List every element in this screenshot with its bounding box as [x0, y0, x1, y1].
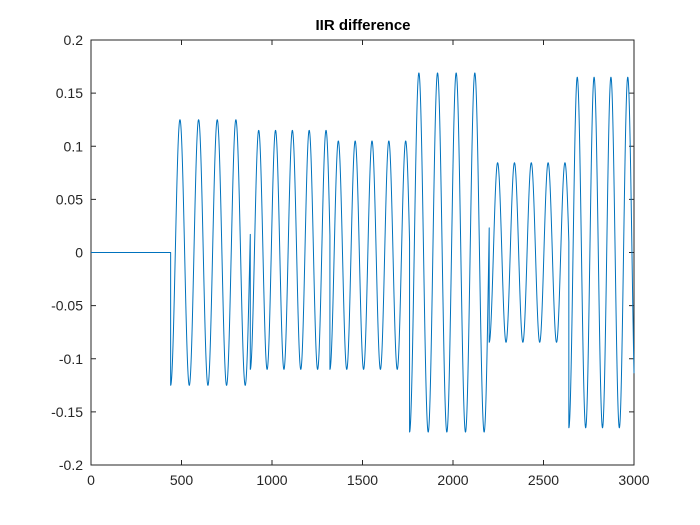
y-tick-label: -0.15 — [51, 404, 83, 420]
x-tick-label: 0 — [87, 472, 95, 488]
series-layer — [90, 72, 635, 433]
chart-title: IIR difference — [315, 17, 410, 34]
x-tick-label: 500 — [170, 472, 194, 488]
y-tick-label: -0.1 — [59, 351, 83, 367]
x-tick-label: 3000 — [618, 472, 649, 488]
y-tick-label: 0 — [75, 245, 83, 261]
x-tick-label: 1000 — [256, 472, 287, 488]
series-line — [90, 72, 635, 433]
y-tick-label: -0.2 — [59, 457, 83, 473]
y-axis-ticks: -0.2 -0.15 -0.1 -0.05 0 0.05 0.1 0.15 0.2 — [51, 32, 634, 473]
y-tick-label: 0.05 — [56, 191, 83, 207]
y-tick-label: 0.1 — [64, 138, 84, 154]
x-tick-label: 2500 — [528, 472, 559, 488]
x-axis-ticks: 0 500 1000 1500 2000 2500 3000 — [87, 40, 650, 488]
x-tick-label: 2000 — [437, 472, 468, 488]
y-tick-label: -0.05 — [51, 298, 83, 314]
y-tick-label: 0.2 — [64, 32, 84, 48]
x-tick-label: 1500 — [347, 472, 378, 488]
y-tick-label: 0.15 — [56, 85, 83, 101]
